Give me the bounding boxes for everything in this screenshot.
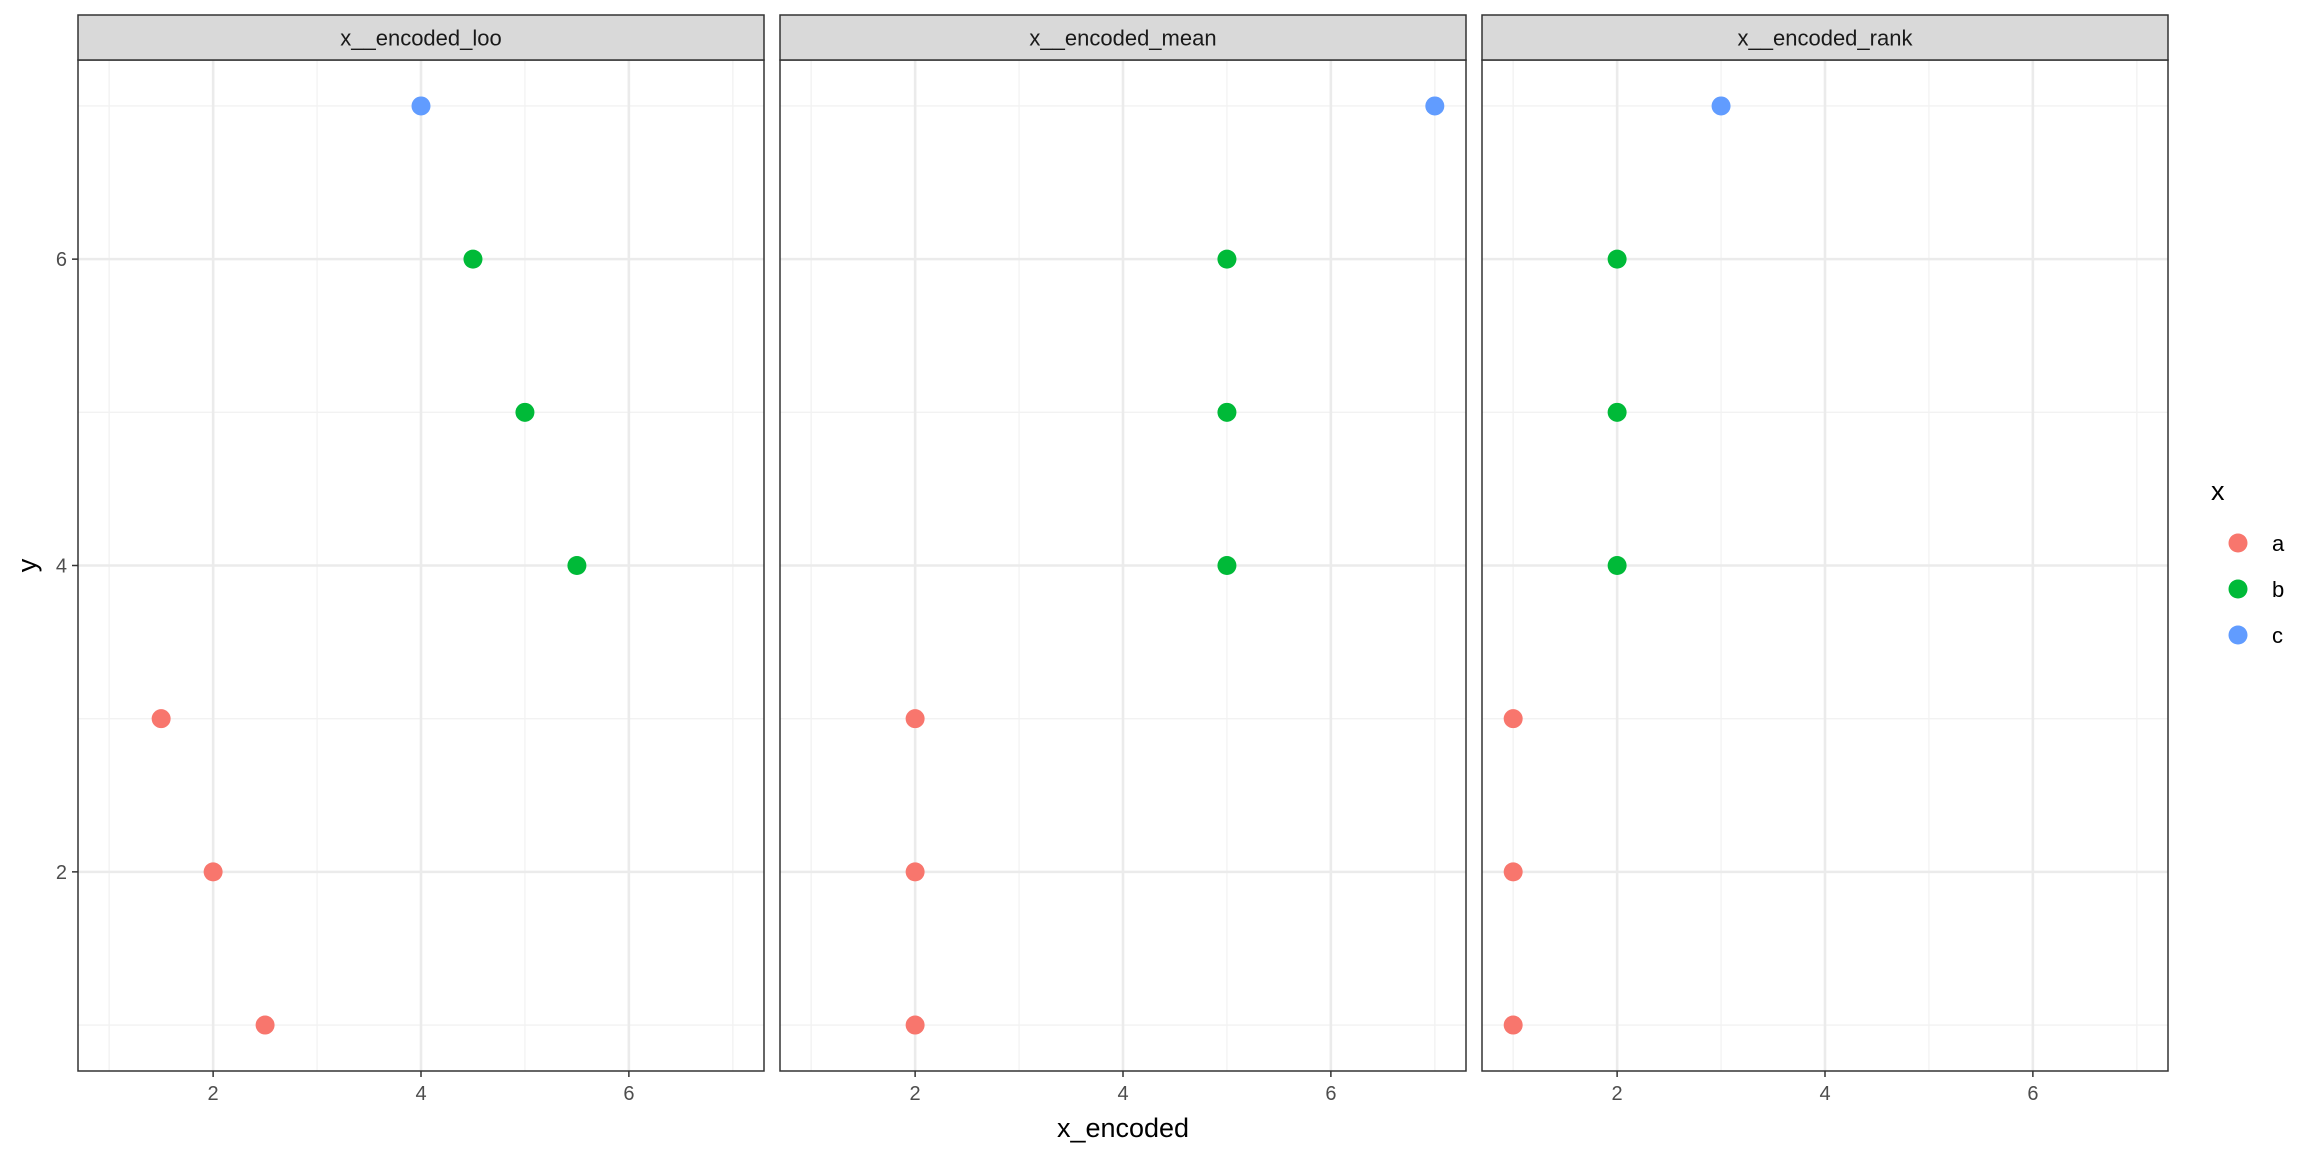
x-tick-label: 2 bbox=[1612, 1083, 1623, 1105]
point-a bbox=[203, 862, 223, 882]
point-b bbox=[1217, 402, 1237, 422]
x-tick-label: 4 bbox=[1819, 1083, 1830, 1105]
legend: x abc bbox=[2211, 476, 2285, 648]
strip-background bbox=[779, 14, 1467, 61]
point-b bbox=[463, 249, 483, 269]
point-b bbox=[515, 402, 535, 422]
legend-label-c: c bbox=[2272, 623, 2283, 648]
point-b bbox=[1607, 249, 1627, 269]
y-tick-label: 4 bbox=[56, 556, 67, 578]
legend-label-a: a bbox=[2272, 531, 2285, 556]
x-tick-label: 6 bbox=[1325, 1083, 1336, 1105]
point-c bbox=[1711, 96, 1731, 116]
point-a bbox=[905, 862, 925, 882]
y-axis: 2 4 6 bbox=[56, 249, 78, 884]
legend-title: x bbox=[2211, 476, 2225, 506]
y-axis-title: y bbox=[12, 558, 42, 572]
x-tick-label: 2 bbox=[208, 1083, 219, 1105]
legend-key-a bbox=[2228, 533, 2248, 553]
y-tick-label: 2 bbox=[56, 862, 67, 884]
x-tick-label: 6 bbox=[2027, 1083, 2038, 1105]
point-b bbox=[567, 556, 587, 575]
x-tick-label: 2 bbox=[910, 1083, 921, 1105]
strip-label: x__encoded_mean bbox=[1029, 26, 1216, 51]
point-a bbox=[1503, 1015, 1523, 1035]
point-b bbox=[1607, 402, 1627, 422]
point-b bbox=[1607, 556, 1627, 575]
x-tick-label: 4 bbox=[1117, 1083, 1128, 1105]
point-b bbox=[1217, 249, 1237, 269]
point-a bbox=[151, 709, 171, 729]
strip-label: x__encoded_loo bbox=[340, 26, 501, 51]
point-a bbox=[1503, 862, 1523, 882]
y-tick-label: 6 bbox=[56, 249, 67, 271]
x-axis-title: x_encoded bbox=[1057, 1113, 1189, 1143]
facet-panel-2: x__encoded_mean 2 4 6 bbox=[779, 14, 1467, 1105]
strip-label: x__encoded_rank bbox=[1738, 26, 1914, 51]
point-a bbox=[255, 1015, 275, 1035]
point-c bbox=[1425, 96, 1445, 116]
point-a bbox=[905, 709, 925, 729]
facet-panel-1: x__encoded_loo 2 4 6 bbox=[77, 14, 765, 1105]
x-tick-label: 4 bbox=[415, 1083, 426, 1105]
point-a bbox=[1503, 709, 1523, 729]
legend-key-b bbox=[2228, 579, 2248, 599]
x-tick-label: 6 bbox=[623, 1083, 634, 1105]
strip-background bbox=[1481, 14, 2169, 61]
legend-key-c bbox=[2228, 625, 2248, 645]
strip-background bbox=[77, 14, 765, 61]
point-a bbox=[905, 1015, 925, 1035]
point-c bbox=[411, 96, 431, 116]
facet-panel-3: x__encoded_rank 2 4 6 bbox=[1481, 14, 2169, 1105]
point-b bbox=[1217, 556, 1237, 575]
legend-label-b: b bbox=[2272, 577, 2284, 602]
